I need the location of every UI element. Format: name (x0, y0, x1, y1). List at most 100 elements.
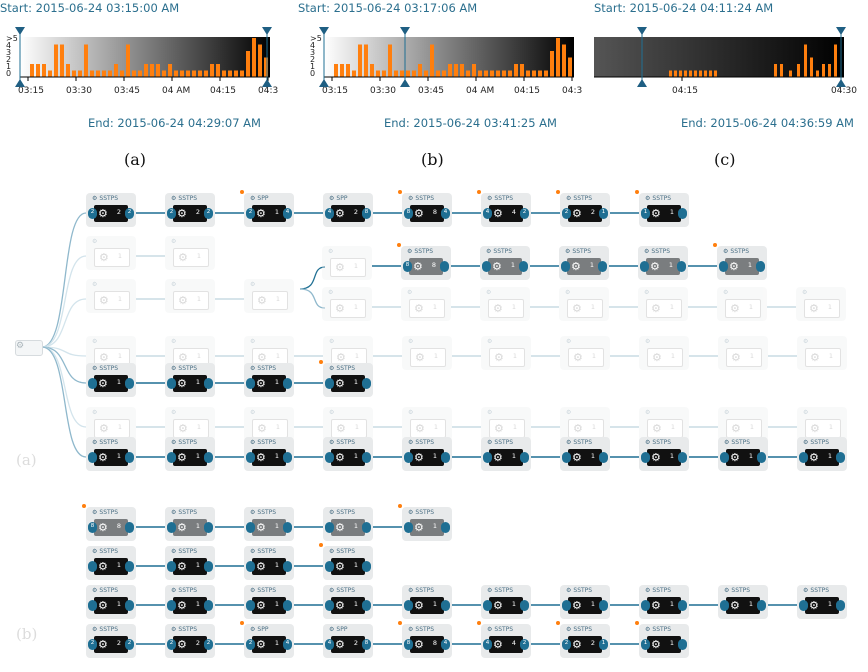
input-port[interactable]: 1 (641, 639, 650, 650)
input-port[interactable]: 2 (562, 208, 571, 219)
input-port[interactable]: 1 (641, 208, 650, 219)
output-port[interactable] (441, 522, 450, 533)
operator-node[interactable]: SPP⚙124 (240, 621, 294, 658)
operator-node[interactable]: SSTPS⚙1 (319, 543, 373, 580)
output-port[interactable] (125, 378, 134, 389)
operator-node[interactable]: SSTPS⚙1 (244, 437, 294, 471)
input-port[interactable]: 4 (325, 639, 334, 650)
operator-node[interactable]: SSTPS⚙884 (398, 621, 452, 658)
output-port[interactable] (757, 600, 766, 611)
operator-node[interactable]: SSTPS⚙1 (797, 585, 847, 619)
operator-node[interactable]: ⚙1 (481, 336, 531, 370)
output-port[interactable]: 2 (520, 208, 529, 219)
operator-node[interactable]: SSTPS⚙1 (165, 585, 215, 619)
operator-node[interactable]: SSTPS⚙1 (560, 437, 610, 471)
output-port[interactable]: 2 (125, 208, 134, 219)
input-port[interactable] (719, 261, 728, 272)
operator-node[interactable]: ⚙1 (165, 279, 215, 313)
input-port[interactable] (404, 522, 413, 533)
output-port[interactable] (678, 600, 687, 611)
input-port[interactable] (641, 600, 650, 611)
operator-node[interactable]: SSTPS⚙222 (165, 624, 215, 658)
operator-node[interactable]: ⚙1 (560, 336, 610, 370)
input-port[interactable]: 2 (167, 639, 176, 650)
operator-node[interactable]: SSTPS⚙442 (477, 190, 531, 227)
input-port[interactable] (799, 452, 808, 463)
output-port[interactable] (599, 600, 608, 611)
input-port[interactable] (404, 452, 413, 463)
input-port[interactable]: 8 (404, 639, 413, 650)
operator-node[interactable]: SSTPS⚙1 (481, 437, 531, 471)
operator-node[interactable]: ⚙1 (638, 287, 688, 321)
output-port[interactable] (520, 452, 529, 463)
output-port[interactable]: 1 (599, 208, 608, 219)
operator-node[interactable]: SSTPS⚙1 (319, 360, 373, 397)
operator-node[interactable]: ⚙1 (480, 287, 530, 321)
input-port[interactable] (562, 452, 571, 463)
output-port[interactable] (678, 639, 687, 650)
output-port[interactable] (283, 378, 292, 389)
operator-node[interactable]: SSTPS⚙1 (639, 437, 689, 471)
output-port[interactable] (283, 522, 292, 533)
input-port[interactable] (246, 452, 255, 463)
output-port[interactable]: 2 (125, 639, 134, 650)
input-port[interactable]: 2 (246, 208, 255, 219)
input-port[interactable]: 2 (88, 639, 97, 650)
operator-node[interactable]: ⚙1 (718, 336, 768, 370)
operator-node[interactable]: ⚙1 (797, 336, 847, 370)
operator-node[interactable]: ⚙1 (717, 287, 767, 321)
operator-node[interactable]: SSTPS⚙221 (556, 190, 610, 227)
input-port[interactable] (720, 600, 729, 611)
operator-node[interactable]: ⚙1 (86, 279, 136, 313)
input-port[interactable] (325, 600, 334, 611)
output-port[interactable] (836, 452, 845, 463)
output-port[interactable] (204, 561, 213, 572)
output-port[interactable] (125, 561, 134, 572)
input-port[interactable]: 4 (325, 208, 334, 219)
input-port[interactable]: 8 (88, 522, 97, 533)
output-port[interactable]: 8 (362, 208, 371, 219)
operator-node[interactable]: ⚙1 (560, 407, 610, 441)
operator-node[interactable]: ⚙1 (86, 236, 136, 270)
input-port[interactable] (167, 452, 176, 463)
operator-node[interactable]: ⚙1 (165, 407, 215, 441)
output-port[interactable]: 2 (520, 639, 529, 650)
operator-node[interactable]: SPP⚙248 (323, 624, 373, 658)
operator-node[interactable]: SSTPS⚙11 (635, 621, 689, 658)
output-port[interactable] (678, 208, 687, 219)
input-port[interactable] (88, 452, 97, 463)
output-port[interactable] (283, 452, 292, 463)
operator-node[interactable]: SSTPS⚙88 (397, 243, 451, 280)
output-port[interactable] (362, 452, 371, 463)
operator-node[interactable]: SSTPS⚙1 (244, 585, 294, 619)
input-port[interactable]: 2 (88, 208, 97, 219)
operator-node[interactable]: ⚙1 (322, 246, 372, 280)
output-port[interactable] (756, 261, 765, 272)
operator-node[interactable]: SSTPS⚙1 (165, 546, 215, 580)
operator-node[interactable]: SSTPS⚙1 (86, 363, 136, 397)
operator-node[interactable]: SSTPS⚙1 (86, 546, 136, 580)
operator-node[interactable]: ⚙1 (244, 279, 294, 313)
operator-node[interactable]: SPP⚙248 (323, 193, 373, 227)
operator-node[interactable]: SSTPS⚙1 (559, 246, 609, 280)
output-port[interactable] (520, 600, 529, 611)
operator-node[interactable]: SSTPS⚙222 (86, 193, 136, 227)
input-port[interactable] (88, 600, 97, 611)
output-port[interactable] (125, 600, 134, 611)
input-port[interactable]: 8 (404, 208, 413, 219)
operator-node[interactable]: SSTPS⚙1 (323, 585, 373, 619)
output-port[interactable]: 4 (283, 639, 292, 650)
output-port[interactable]: 1 (599, 639, 608, 650)
input-port[interactable]: 4 (483, 208, 492, 219)
output-port[interactable] (599, 452, 608, 463)
operator-node[interactable]: ⚙1 (797, 407, 847, 441)
output-port[interactable] (441, 452, 450, 463)
operator-node[interactable]: SSTPS⚙1 (86, 585, 136, 619)
input-port[interactable] (88, 561, 97, 572)
input-port[interactable] (246, 522, 255, 533)
operator-node[interactable]: SSTPS⚙1 (480, 246, 530, 280)
input-port[interactable] (246, 561, 255, 572)
operator-node[interactable]: SSTPS⚙1 (323, 437, 373, 471)
output-port[interactable] (125, 522, 134, 533)
operator-node[interactable]: ⚙1 (402, 336, 452, 370)
